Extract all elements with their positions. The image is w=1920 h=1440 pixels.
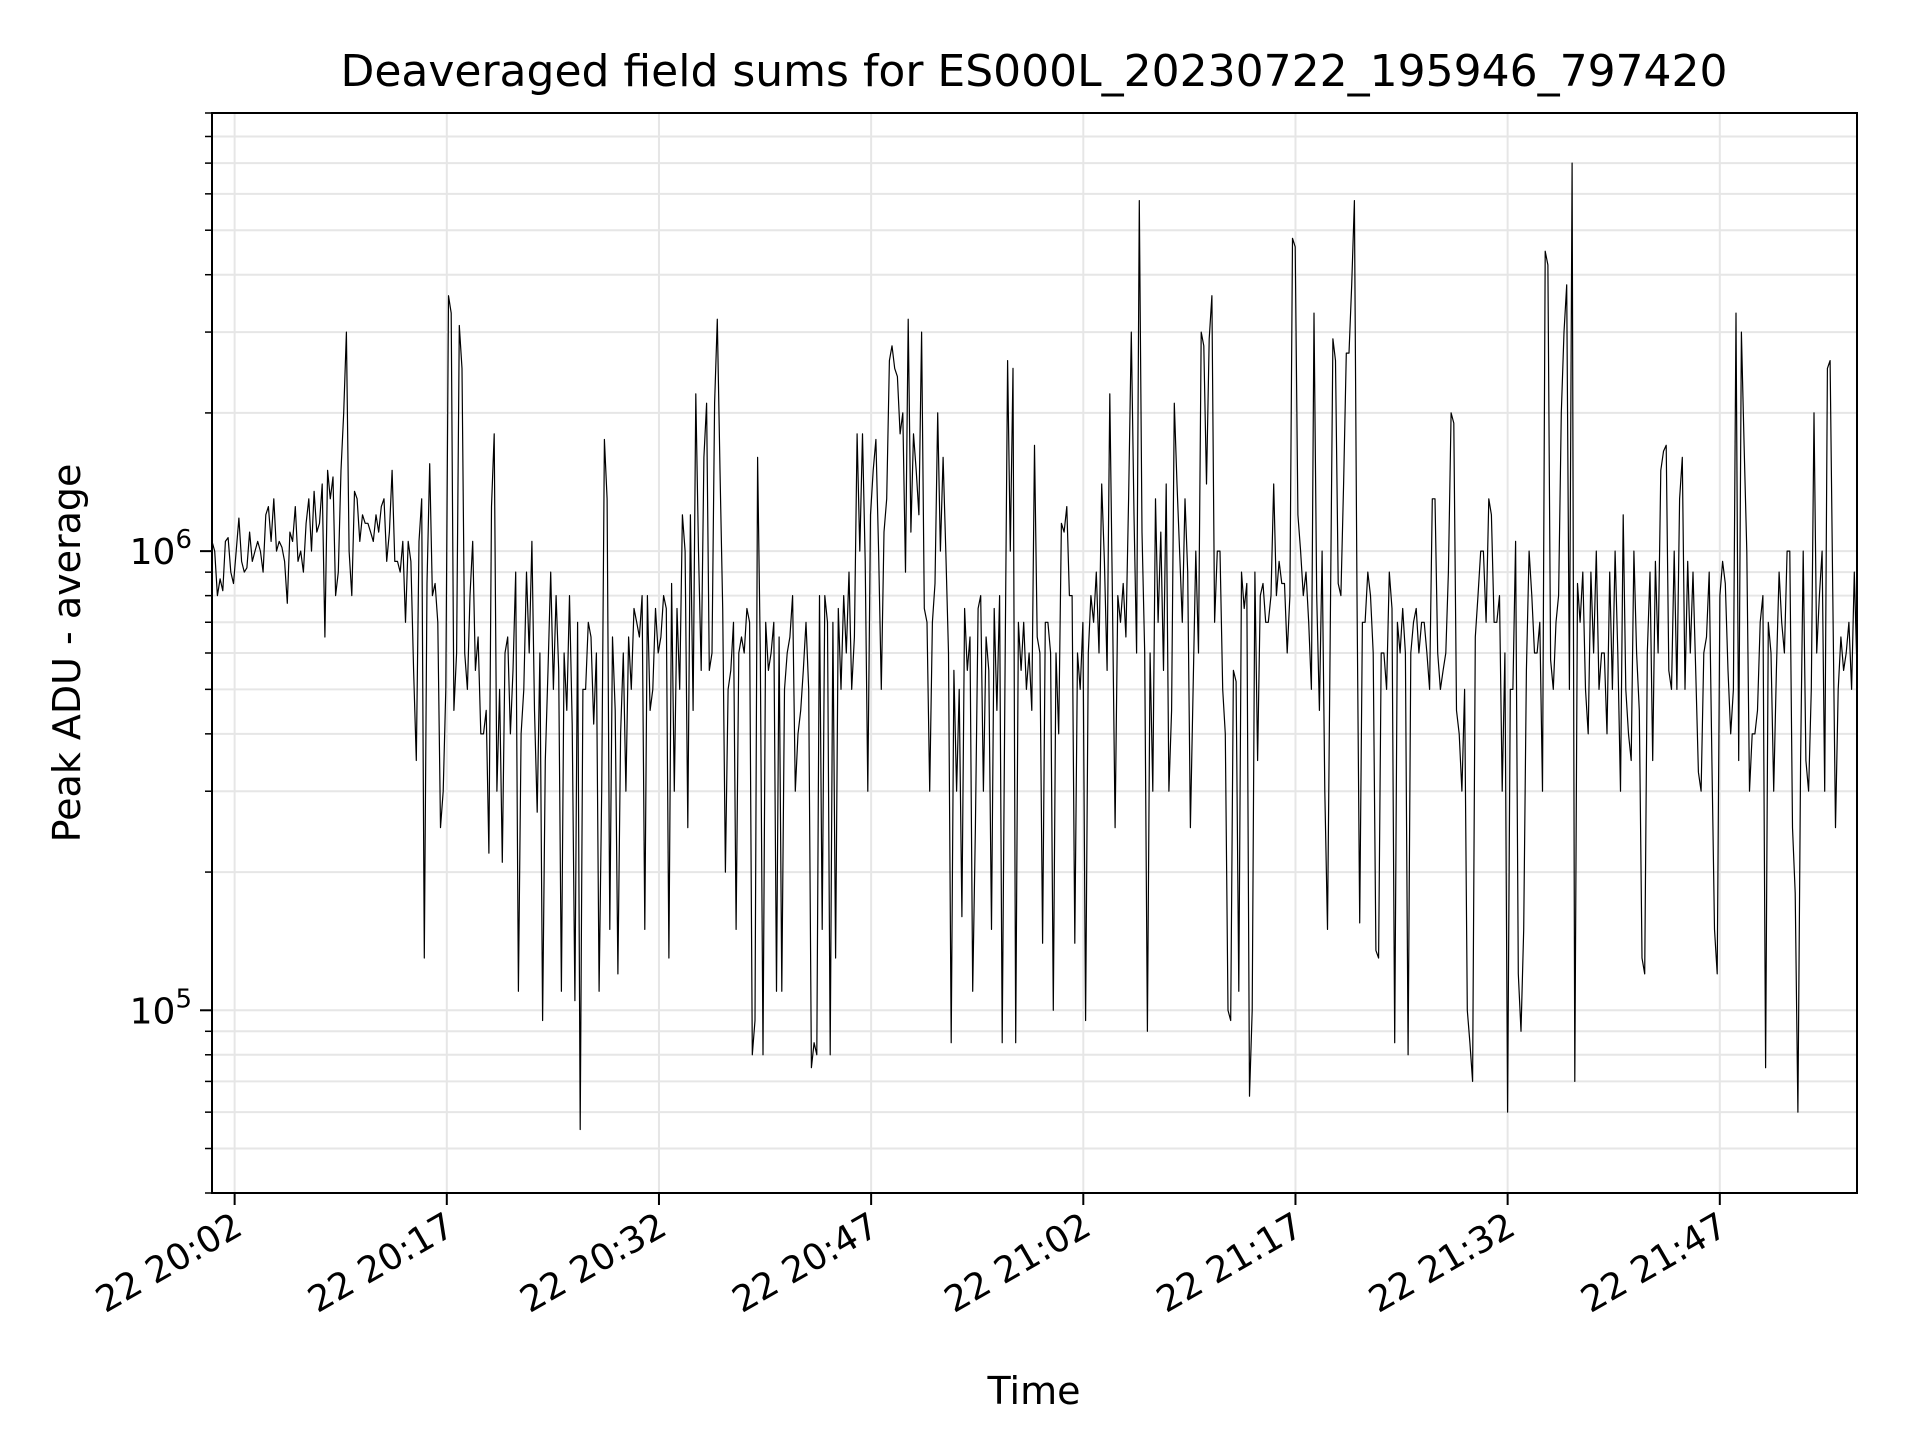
x-tick-label: 22 20:32 [514,1205,674,1321]
grid [212,112,1857,1194]
x-tick-label: 22 21:02 [938,1205,1098,1321]
x-tick-label: 22 20:47 [726,1205,886,1321]
series-line [211,162,1858,1131]
x-tick-label: 22 20:02 [89,1205,249,1321]
x-tick-label: 22 21:17 [1150,1205,1310,1321]
x-tick-label: 22 21:32 [1362,1205,1522,1321]
x-axis-ticks: 22 20:02 22 20:17 22 20:32 22 20:47 22 21:02… [89,1193,1734,1321]
x-axis-label: Time [987,1369,1081,1413]
y-axis-ticks: 105 106 [130,112,212,1194]
y-tick-label: 106 [130,525,192,573]
chart-title: Deaveraged field sums for ES000L_2023072… [340,46,1727,97]
y-axis-label: Peak ADU - average [45,464,89,843]
x-tick-label: 22 21:47 [1574,1205,1734,1321]
x-tick-label: 22 20:17 [301,1205,461,1321]
y-tick-label: 105 [130,984,192,1032]
